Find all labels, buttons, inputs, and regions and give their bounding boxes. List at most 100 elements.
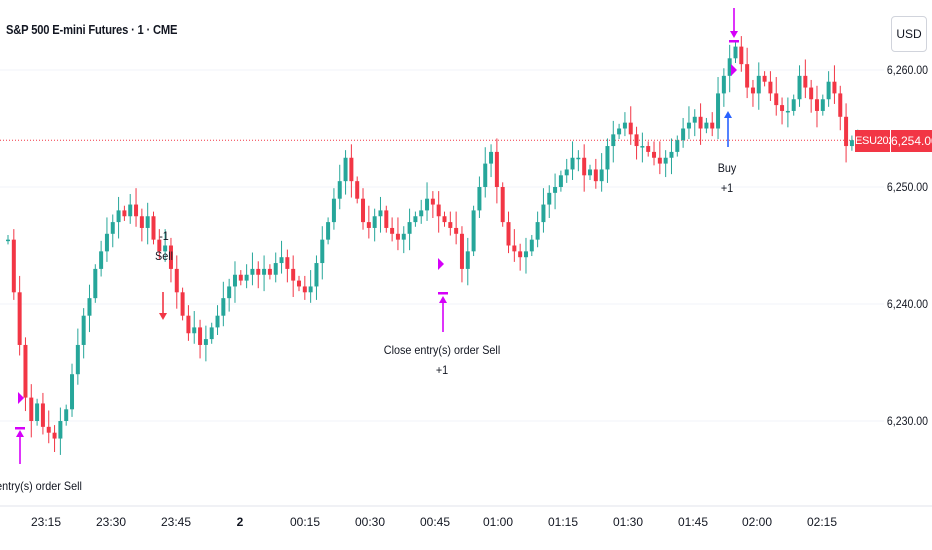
- candle-body[interactable]: [390, 227, 395, 234]
- candle-body[interactable]: [483, 163, 488, 187]
- candle-body[interactable]: [459, 233, 464, 269]
- candle-body[interactable]: [814, 99, 819, 111]
- candle-body[interactable]: [506, 222, 511, 246]
- candle-body[interactable]: [803, 75, 808, 88]
- candle-body[interactable]: [273, 263, 278, 275]
- candle-body[interactable]: [588, 169, 592, 176]
- candle-body[interactable]: [797, 75, 802, 100]
- candle-body[interactable]: [215, 315, 220, 328]
- candle-body[interactable]: [378, 210, 383, 217]
- candle-body[interactable]: [523, 251, 528, 258]
- candle-body[interactable]: [174, 268, 179, 293]
- candle-body[interactable]: [267, 268, 272, 275]
- candle-body[interactable]: [529, 239, 534, 252]
- candle-body[interactable]: [52, 432, 57, 439]
- candle-body[interactable]: [622, 122, 627, 129]
- candle-body[interactable]: [686, 122, 691, 129]
- candle-body[interactable]: [820, 99, 825, 111]
- candle-body[interactable]: [227, 286, 232, 299]
- candle-body[interactable]: [395, 233, 400, 240]
- candle-body[interactable]: [279, 257, 284, 264]
- candle-body[interactable]: [186, 315, 191, 334]
- candle-body[interactable]: [634, 134, 639, 147]
- candle-body[interactable]: [657, 157, 662, 164]
- candle-body[interactable]: [110, 222, 115, 234]
- candle-body[interactable]: [663, 157, 668, 164]
- candle-body[interactable]: [774, 93, 779, 106]
- candle-body[interactable]: [221, 298, 226, 316]
- candle-body[interactable]: [151, 216, 156, 240]
- candle-body[interactable]: [849, 140, 854, 147]
- candle-body[interactable]: [75, 344, 80, 375]
- candle-body[interactable]: [535, 222, 540, 240]
- candle-body[interactable]: [826, 81, 831, 100]
- candle-body[interactable]: [163, 245, 168, 252]
- candle-body[interactable]: [465, 251, 470, 269]
- candle-body[interactable]: [710, 122, 715, 129]
- candle-body[interactable]: [494, 151, 499, 187]
- candle-body[interactable]: [652, 151, 657, 158]
- candle-body[interactable]: [838, 93, 843, 117]
- candle-body[interactable]: [727, 58, 732, 76]
- candle-body[interactable]: [611, 134, 616, 147]
- candle-body[interactable]: [809, 87, 814, 100]
- candle-body[interactable]: [454, 227, 459, 234]
- candle-body[interactable]: [314, 263, 319, 287]
- candle-body[interactable]: [331, 198, 336, 223]
- candle-body[interactable]: [791, 99, 796, 111]
- candle-body[interactable]: [756, 75, 761, 94]
- candle-body[interactable]: [716, 93, 721, 129]
- candle-body[interactable]: [320, 239, 325, 264]
- candle-body[interactable]: [448, 222, 453, 228]
- candle-body[interactable]: [512, 245, 517, 252]
- candle-body[interactable]: [99, 251, 104, 269]
- candle-body[interactable]: [6, 239, 10, 242]
- candle-body[interactable]: [23, 344, 28, 398]
- candle-body[interactable]: [640, 146, 645, 148]
- candle-body[interactable]: [675, 140, 680, 152]
- candle-body[interactable]: [372, 216, 377, 228]
- candle-body[interactable]: [425, 198, 430, 211]
- candle-body[interactable]: [553, 187, 558, 193]
- candle-body[interactable]: [593, 169, 598, 182]
- candle-body[interactable]: [238, 274, 243, 281]
- candle-body[interactable]: [628, 122, 633, 135]
- candle-body[interactable]: [518, 251, 523, 258]
- candle-body[interactable]: [116, 210, 121, 223]
- candle-body[interactable]: [692, 116, 697, 123]
- candle-body[interactable]: [704, 122, 709, 129]
- candle-body[interactable]: [768, 81, 773, 94]
- candle-body[interactable]: [93, 268, 98, 299]
- candle-body[interactable]: [570, 157, 575, 170]
- candle-body[interactable]: [145, 216, 150, 228]
- candle-body[interactable]: [11, 239, 16, 293]
- candle-body[interactable]: [407, 222, 412, 234]
- candle-body[interactable]: [46, 426, 51, 433]
- candle-body[interactable]: [489, 151, 494, 164]
- candle-body[interactable]: [541, 204, 546, 223]
- candle-body[interactable]: [40, 403, 45, 427]
- candle-body[interactable]: [844, 116, 849, 147]
- candle-body[interactable]: [58, 421, 63, 439]
- candle-body[interactable]: [413, 216, 418, 223]
- candle-body[interactable]: [337, 181, 342, 199]
- candle-body[interactable]: [70, 374, 75, 410]
- candle-body[interactable]: [681, 128, 686, 141]
- candle-body[interactable]: [192, 327, 197, 334]
- candle-body[interactable]: [81, 315, 86, 345]
- candle-body[interactable]: [326, 222, 331, 240]
- candle-body[interactable]: [180, 292, 185, 316]
- candle-body[interactable]: [203, 339, 208, 345]
- candle-body[interactable]: [442, 216, 447, 223]
- candle-body[interactable]: [17, 292, 22, 345]
- candle-body[interactable]: [401, 233, 406, 240]
- symbol-title[interactable]: S&P 500 E-mini Futures · 1 · CME: [6, 22, 178, 37]
- candle-body[interactable]: [436, 204, 441, 217]
- time-axis[interactable]: 23:15 23:30 23:45 2 00:15 00:30 00:45 01:00 01:1…: [31, 515, 837, 529]
- candle-body[interactable]: [832, 81, 837, 94]
- currency-button[interactable]: USD: [891, 16, 927, 52]
- candle-body[interactable]: [750, 87, 755, 94]
- candle-body[interactable]: [250, 268, 255, 275]
- candle-body[interactable]: [355, 181, 360, 199]
